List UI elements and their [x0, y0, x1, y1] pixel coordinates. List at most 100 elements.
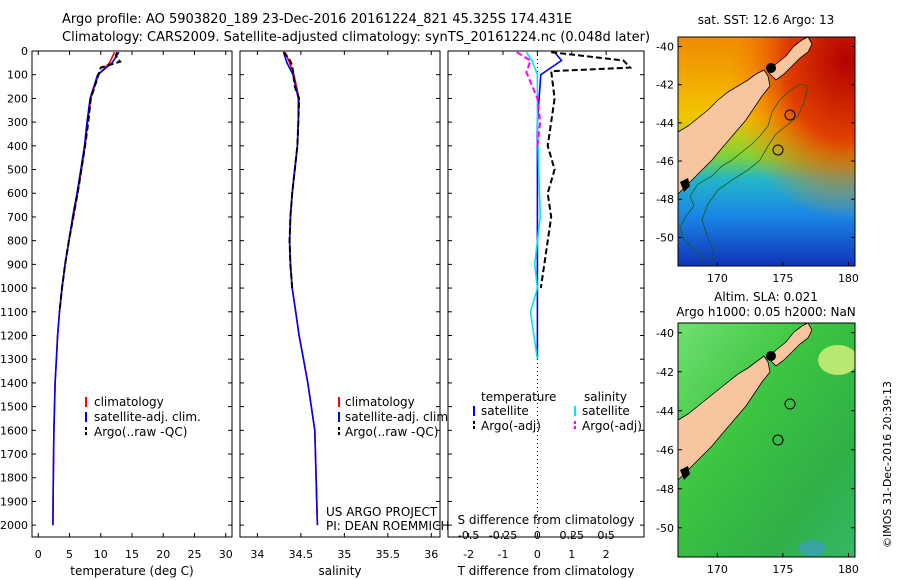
x-tick-label: 15 [125, 548, 139, 561]
lat-tick-label: -50 [656, 522, 674, 535]
depth-tick-label: 1700 [0, 448, 28, 461]
depth-tick-label: 400 [7, 140, 28, 153]
lat-tick-label: -48 [656, 193, 674, 206]
sla-map-ticks: 170 175 180 -40 -42 -44 -46 -48 -50 [656, 327, 859, 576]
depth-tick-label: 800 [7, 235, 28, 248]
x-tick-label: 34.5 [289, 548, 314, 561]
legend-label-t-argo: Argo(-adj) [481, 419, 541, 433]
temperature-legend: climatology satellite-adj. clim. Argo(..… [85, 395, 201, 439]
legend-label-climatology: climatology [94, 395, 164, 409]
argo-height-title: Argo h1000: 0.05 h2000: NaN [676, 305, 856, 319]
lon-tick-label: 175 [772, 272, 793, 285]
depth-tick-label: 0 [21, 45, 28, 58]
temperature-series [52, 51, 122, 526]
legend-label-argo: Argo(..raw -QC) [94, 425, 187, 439]
salinity-legend: climatology satellite-adj. clim. Argo(..… [338, 395, 452, 439]
series-line-temperature-argo-adj- [539, 51, 633, 289]
top-tick-label: -0.5 [458, 529, 479, 542]
depth-tick-labels: 0 100 200 300 400 500 600 700 800 900 1000 1100 1200… [0, 45, 232, 532]
legend-label-s-satellite: satellite [582, 404, 630, 418]
sst-map-ticks: 170 175 180 -40 -42 -44 -46 -48 -50 [656, 41, 859, 285]
lat-tick-label: -40 [656, 327, 674, 340]
lat-tick-label: -42 [656, 366, 674, 379]
depth-tick-label: 1400 [0, 377, 28, 390]
lon-tick-label: 170 [707, 272, 728, 285]
salinity-panel: 34 34.5 35 35.5 36 salinity climatology sate… [239, 50, 452, 578]
lon-tick-label: 175 [772, 563, 793, 576]
x-tick-label: 34 [250, 548, 264, 561]
depth-tick-label: 1900 [0, 495, 28, 508]
legend-label-t-satellite: satellite [481, 404, 529, 418]
sla-map-image [678, 323, 855, 557]
difference-depth-ticks [448, 50, 644, 526]
lat-tick-label: -42 [656, 79, 674, 92]
x-tick-label: 36 [424, 548, 438, 561]
depth-tick-label: 100 [7, 69, 28, 82]
difference-series [516, 51, 633, 360]
depth-tick-label: 500 [7, 164, 28, 177]
sst-map-title: sat. SST: 12.6 Argo: 13 [698, 13, 835, 27]
lat-tick-label: -48 [656, 483, 674, 496]
sst-map-panel: sat. SST: 12.6 Argo: 13 170 175 180 -40 -42 -… [656, 13, 859, 285]
profile-title: Argo profile: AO 5903820_189 23-Dec-2016… [62, 12, 572, 27]
lat-tick-label: -44 [656, 405, 674, 418]
series-line-argo-raw-qc- [58, 51, 122, 312]
series-line-salinity-argo-adj- [516, 51, 542, 146]
legend-label-satellite: satellite-adj. clim. [94, 410, 201, 424]
x-tick-label: 20 [156, 548, 170, 561]
salinity-tick-labels: 34 34.5 35 35.5 36 [250, 51, 438, 561]
x-tick-label: 35 [337, 548, 351, 561]
difference-axes [447, 50, 645, 538]
x-tick-label: 30 [219, 548, 233, 561]
depth-tick-label: 1600 [0, 424, 28, 437]
s-difference-label: S difference from climatology [458, 513, 635, 527]
depth-tick-label: 300 [7, 116, 28, 129]
legend-label-satellite: satellite-adj. clim. [345, 410, 452, 424]
x-tick-label: 5 [66, 548, 73, 561]
lon-tick-label: 180 [838, 272, 859, 285]
lat-tick-label: -40 [656, 41, 674, 54]
series-line-argo-raw-qc- [282, 51, 301, 289]
temperature-tick-labels: 0 5 10 15 20 25 30 [35, 51, 233, 561]
project-annotation: US ARGO PROJECT [326, 505, 438, 519]
depth-tick-label: 900 [7, 258, 28, 271]
depth-tick-label: 2000 [0, 519, 28, 532]
lon-tick-label: 170 [707, 563, 728, 576]
difference-legend: temperature salinity satellite Argo(-adj… [473, 390, 642, 433]
temperature-axes [31, 50, 233, 538]
top-tick-label: -0.25 [489, 529, 517, 542]
depth-tick-label: 1500 [0, 401, 28, 414]
sla-map-title: Altim. SLA: 0.021 [714, 290, 818, 304]
depth-tick-label: 1300 [0, 353, 28, 366]
depth-tick-label: 1800 [0, 472, 28, 485]
depth-tick-label: 600 [7, 187, 28, 200]
sst-map-image [678, 37, 855, 266]
climatology-subtitle: Climatology: CARS2009. Satellite-adjuste… [62, 30, 650, 45]
salinity-series [282, 51, 319, 526]
legend-label-s-argo: Argo(-adj) [582, 419, 642, 433]
pi-annotation: PI: DEAN ROEMMICH [326, 519, 449, 533]
lat-tick-label: -46 [656, 155, 674, 168]
legend-header-temperature: temperature [481, 390, 556, 404]
lon-tick-label: 180 [838, 563, 859, 576]
depth-tick-label: 1200 [0, 329, 28, 342]
depth-tick-label: 1000 [0, 282, 28, 295]
lat-tick-label: -50 [656, 231, 674, 244]
x-tick-label: 35.5 [376, 548, 401, 561]
x-tick-label: 2 [603, 548, 610, 561]
salinity-axes [239, 50, 441, 538]
x-tick-label: 25 [188, 548, 202, 561]
salinity-xlabel: salinity [318, 564, 361, 578]
legend-header-salinity: salinity [584, 390, 627, 404]
series-line-salinity-satellite [525, 51, 542, 360]
depth-tick-label: 1100 [0, 306, 28, 319]
sla-map-panel: Altim. SLA: 0.021 Argo h1000: 0.05 h2000… [656, 290, 859, 576]
x-tick-label: 0 [35, 548, 42, 561]
salinity-depth-ticks [240, 50, 440, 526]
x-tick-label: -1 [498, 548, 509, 561]
x-tick-label: 1 [568, 548, 575, 561]
series-line-temperature-satellite [536, 51, 563, 360]
legend-label-climatology: climatology [345, 395, 415, 409]
